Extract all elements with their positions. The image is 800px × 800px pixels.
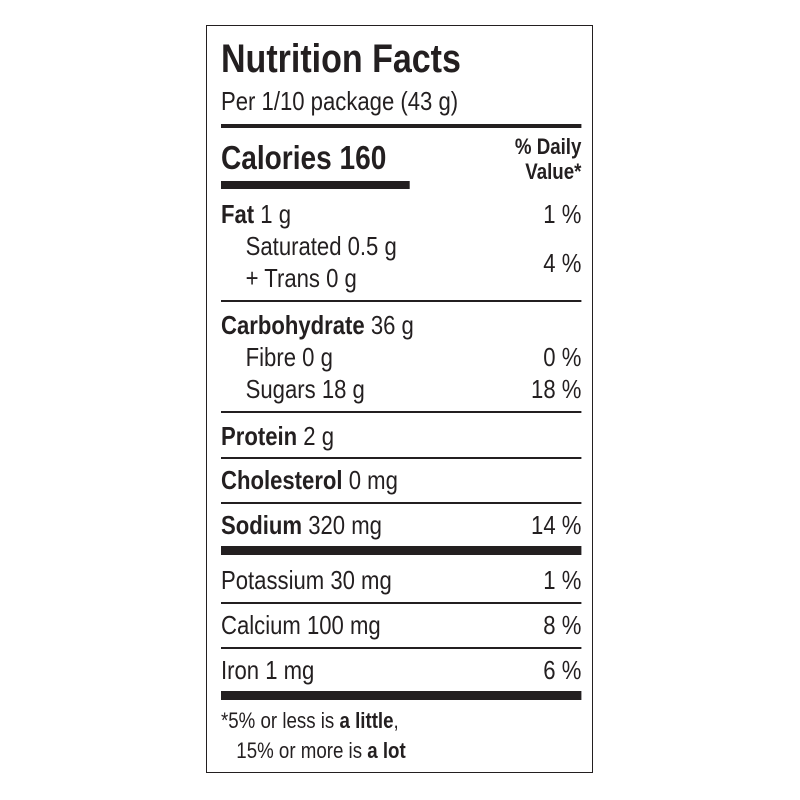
sugars-dv: 18 %: [531, 374, 582, 404]
thick-rule: [221, 691, 582, 700]
rule: [221, 457, 582, 459]
rule: [221, 300, 582, 302]
footnote-bold: a lot: [367, 738, 406, 763]
footnote-line-2: 15% or more is a lot: [236, 738, 405, 764]
footnote-text: ,: [393, 708, 399, 733]
cholesterol-label: Cholesterol: [221, 465, 343, 495]
calcium-dv: 8 %: [543, 610, 582, 640]
carb-row: Carbohydrate 36 g: [221, 310, 414, 340]
iron-dv: 6 %: [543, 655, 582, 685]
sodium-dv: 14 %: [531, 510, 582, 540]
potassium-row: Potassium 30 mg: [221, 565, 392, 595]
protein-label: Protein: [221, 421, 298, 451]
calories-value: 160: [339, 139, 387, 176]
rule: [221, 647, 582, 649]
calcium-row: Calcium 100 mg: [221, 610, 381, 640]
footnote-text: 5% or less is: [228, 708, 340, 733]
rule: [221, 502, 582, 504]
trans-row: + Trans 0 g: [245, 263, 357, 293]
sat-trans-dv: 4 %: [543, 248, 582, 278]
footnote-bold: a little: [339, 708, 394, 733]
sodium-row: Sodium 320 mg: [221, 510, 382, 540]
fat-label: Fat: [221, 199, 255, 229]
fibre-dv: 0 %: [543, 342, 582, 372]
calories-bar: [221, 181, 410, 189]
asterisk: *: [221, 708, 229, 733]
rule: [221, 411, 582, 413]
calories-label: Calories: [221, 139, 332, 176]
iron-row: Iron 1 mg: [221, 655, 315, 685]
footnote-line-1: *5% or less is a little,: [221, 708, 399, 734]
dv-header-2: Value*: [525, 159, 582, 184]
thick-rule: [221, 546, 582, 555]
sugars-row: Sugars 18 g: [245, 374, 365, 404]
nutrition-facts-label: Nutrition Facts Per 1/10 package (43 g) …: [206, 25, 593, 773]
dv-header-1: % Daily: [514, 134, 582, 159]
sodium-amount: 320 mg: [308, 510, 382, 540]
cholesterol-amount: 0 mg: [348, 465, 398, 495]
potassium-dv: 1 %: [543, 565, 582, 595]
fibre-row: Fibre 0 g: [245, 342, 333, 372]
calories: Calories 160: [221, 139, 386, 177]
carb-label: Carbohydrate: [221, 310, 365, 340]
protein-amount: 2 g: [303, 421, 335, 451]
rule: [221, 602, 582, 604]
carb-amount: 36 g: [370, 310, 414, 340]
title: Nutrition Facts: [221, 37, 461, 81]
fat-amount: 1 g: [260, 199, 292, 229]
saturated-row: Saturated 0.5 g: [245, 231, 397, 261]
thick-rule: [221, 124, 582, 128]
fat-dv: 1 %: [543, 199, 582, 229]
serving-size: Per 1/10 package (43 g): [221, 86, 459, 116]
cholesterol-row: Cholesterol 0 mg: [221, 465, 398, 495]
sodium-label: Sodium: [221, 510, 303, 540]
fat-row: Fat 1 g: [221, 199, 291, 229]
protein-row: Protein 2 g: [221, 421, 334, 451]
footnote-text: 15% or more is: [236, 738, 368, 763]
